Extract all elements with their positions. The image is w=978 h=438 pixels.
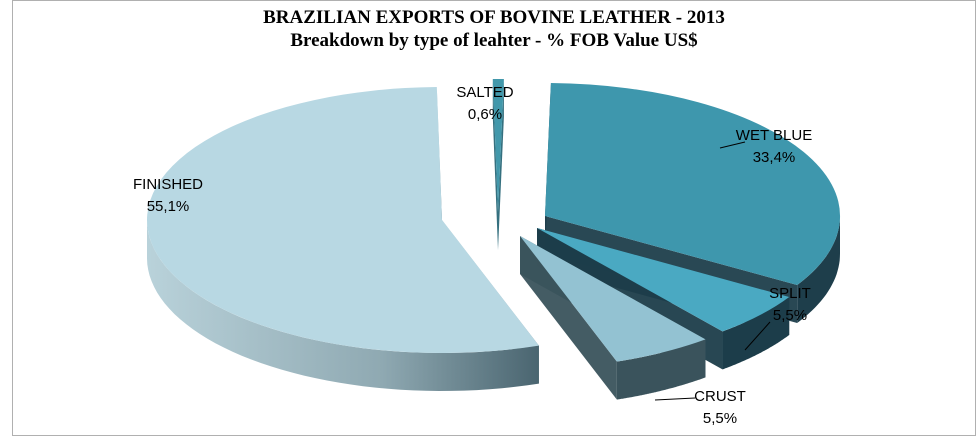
slice-label-salted: SALTED <box>456 84 513 101</box>
slice-side-crust <box>616 339 706 400</box>
slice-value-wet-blue: 33,4% <box>753 149 796 166</box>
pie-slice-finished <box>147 87 539 391</box>
leader-line-crust <box>654 397 696 401</box>
slice-side-finished <box>147 220 539 391</box>
slice-label-wet-blue: WET BLUE <box>736 127 812 144</box>
chart-title: BRAZILIAN EXPORTS OF BOVINE LEATHER - 20… <box>263 7 725 28</box>
slice-side-split <box>722 297 790 370</box>
pie-slice-salted <box>492 78 504 250</box>
slice-wall <box>492 79 498 250</box>
slice-value-split: 5,5% <box>773 307 807 324</box>
slice-label-split: SPLIT <box>769 285 811 302</box>
leader-line-split <box>744 321 771 351</box>
slice-top-wet-blue <box>545 83 841 285</box>
slice-label-crust: CRUST <box>694 388 746 405</box>
slice-top-split <box>537 228 790 332</box>
slice-value-finished: 55,1% <box>147 198 190 215</box>
pie-slice-crust <box>520 236 706 400</box>
slice-side-wet-blue <box>797 215 840 323</box>
slice-value-crust: 5,5% <box>703 410 737 427</box>
slice-wall <box>498 79 504 250</box>
slice-top-crust <box>520 236 706 362</box>
slice-label-finished: FINISHED <box>133 176 203 193</box>
slice-top-salted <box>492 78 504 212</box>
slice-top-finished <box>147 87 539 353</box>
chart-subtitle: Breakdown by type of leahter - % FOB Val… <box>290 30 698 51</box>
slice-value-salted: 0,6% <box>468 106 502 123</box>
leader-line-wet-blue <box>719 141 746 149</box>
